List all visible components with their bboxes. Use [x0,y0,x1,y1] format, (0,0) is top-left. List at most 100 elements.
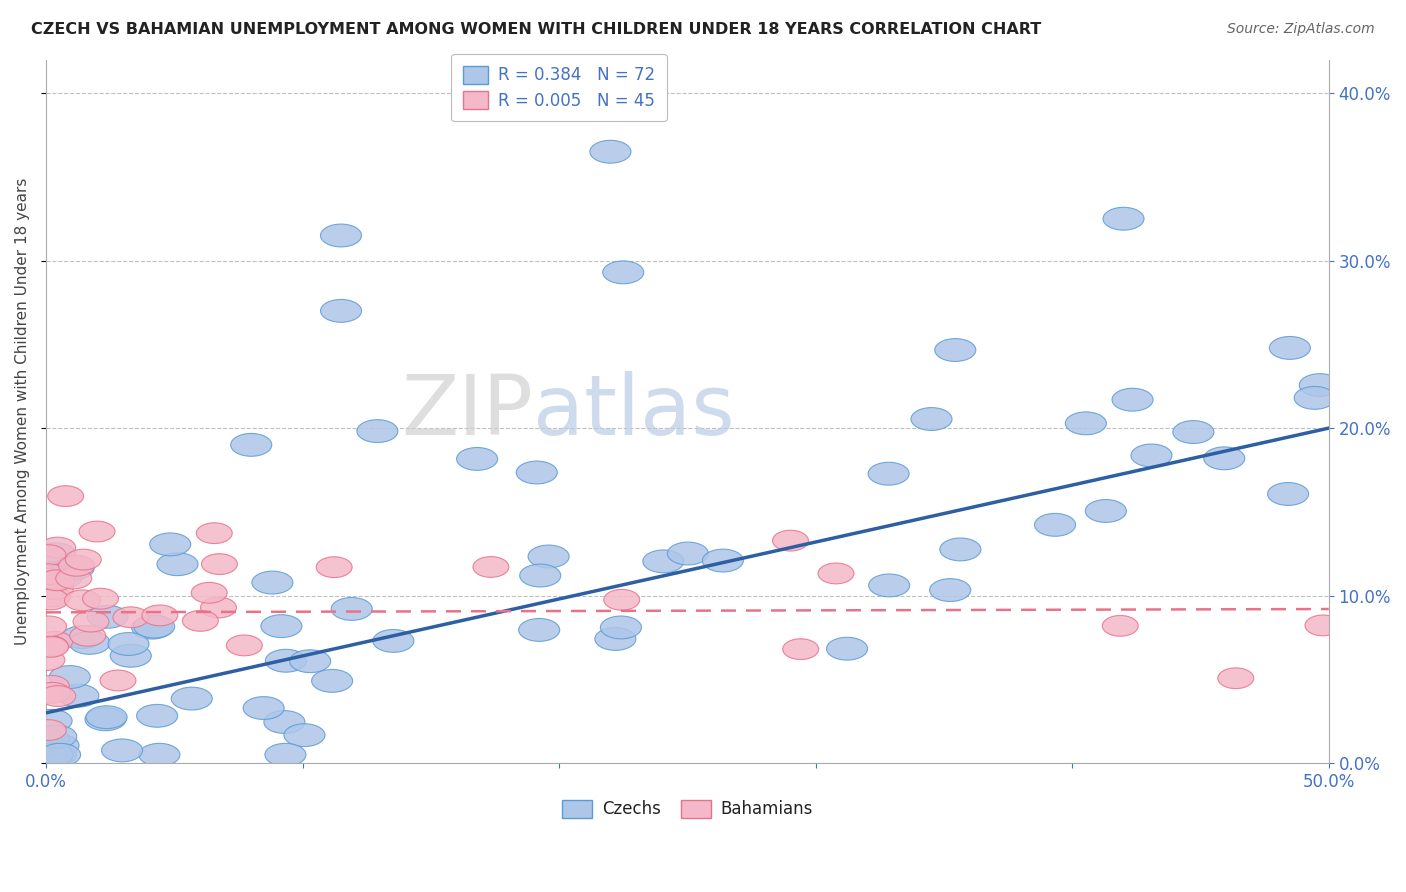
Ellipse shape [139,743,180,766]
Ellipse shape [39,743,80,766]
Ellipse shape [101,739,142,762]
Ellipse shape [112,607,149,628]
Ellipse shape [516,461,557,483]
Ellipse shape [603,590,640,610]
Ellipse shape [34,562,75,584]
Ellipse shape [1270,336,1310,359]
Ellipse shape [132,616,173,639]
Ellipse shape [290,649,330,673]
Ellipse shape [818,563,853,584]
Ellipse shape [35,682,70,703]
Ellipse shape [191,582,228,603]
Ellipse shape [264,743,307,766]
Ellipse shape [869,574,910,597]
Ellipse shape [35,543,76,566]
Ellipse shape [69,632,110,655]
Ellipse shape [1102,207,1144,230]
Ellipse shape [332,598,373,620]
Ellipse shape [39,537,76,558]
Ellipse shape [1218,668,1254,689]
Ellipse shape [53,557,94,580]
Ellipse shape [226,635,263,656]
Ellipse shape [31,720,66,740]
Ellipse shape [1035,514,1076,536]
Ellipse shape [316,557,352,577]
Ellipse shape [134,615,174,638]
Ellipse shape [197,523,232,543]
Ellipse shape [136,705,177,727]
Ellipse shape [37,632,73,652]
Ellipse shape [827,637,868,660]
Ellipse shape [42,566,83,588]
Ellipse shape [201,554,238,574]
Ellipse shape [1294,386,1336,409]
Ellipse shape [108,632,149,656]
Ellipse shape [868,462,910,485]
Ellipse shape [643,550,683,573]
Text: CZECH VS BAHAMIAN UNEMPLOYMENT AMONG WOMEN WITH CHILDREN UNDER 18 YEARS CORRELAT: CZECH VS BAHAMIAN UNEMPLOYMENT AMONG WOM… [31,22,1042,37]
Ellipse shape [100,670,136,691]
Ellipse shape [149,533,191,556]
Ellipse shape [321,224,361,247]
Ellipse shape [929,579,970,601]
Ellipse shape [39,686,76,706]
Ellipse shape [38,734,79,756]
Ellipse shape [32,637,69,657]
Ellipse shape [110,644,152,667]
Ellipse shape [935,339,976,361]
Ellipse shape [183,610,218,632]
Ellipse shape [142,605,177,626]
Ellipse shape [373,630,413,652]
Ellipse shape [266,649,307,673]
Ellipse shape [231,434,271,457]
Ellipse shape [911,408,952,431]
Ellipse shape [31,709,72,732]
Ellipse shape [157,553,198,575]
Ellipse shape [201,597,236,618]
Ellipse shape [1305,615,1341,636]
Ellipse shape [1173,421,1213,443]
Ellipse shape [79,521,115,542]
Ellipse shape [1299,374,1340,397]
Ellipse shape [703,549,744,572]
Ellipse shape [32,574,69,595]
Ellipse shape [262,615,302,638]
Ellipse shape [30,729,70,751]
Ellipse shape [603,260,644,284]
Ellipse shape [32,743,73,766]
Ellipse shape [48,486,83,507]
Ellipse shape [519,618,560,641]
Ellipse shape [457,448,498,470]
Ellipse shape [73,611,108,632]
Ellipse shape [84,708,127,731]
Ellipse shape [70,625,105,646]
Ellipse shape [312,670,353,692]
Ellipse shape [28,568,65,589]
Ellipse shape [529,545,569,568]
Ellipse shape [252,571,292,594]
Ellipse shape [86,706,127,729]
Ellipse shape [27,735,67,758]
Ellipse shape [1130,444,1173,467]
Ellipse shape [38,579,73,599]
Ellipse shape [35,743,76,766]
Ellipse shape [87,606,128,628]
Ellipse shape [264,711,305,733]
Ellipse shape [1066,412,1107,434]
Ellipse shape [83,589,118,609]
Ellipse shape [591,140,631,163]
Ellipse shape [58,684,98,707]
Ellipse shape [357,419,398,442]
Ellipse shape [1085,500,1126,523]
Ellipse shape [32,589,69,610]
Ellipse shape [32,636,67,657]
Ellipse shape [62,626,103,648]
Ellipse shape [32,743,73,766]
Ellipse shape [38,570,75,591]
Text: Source: ZipAtlas.com: Source: ZipAtlas.com [1227,22,1375,37]
Ellipse shape [65,590,100,611]
Ellipse shape [59,556,94,576]
Ellipse shape [520,564,561,587]
Ellipse shape [35,725,77,748]
Ellipse shape [35,586,70,607]
